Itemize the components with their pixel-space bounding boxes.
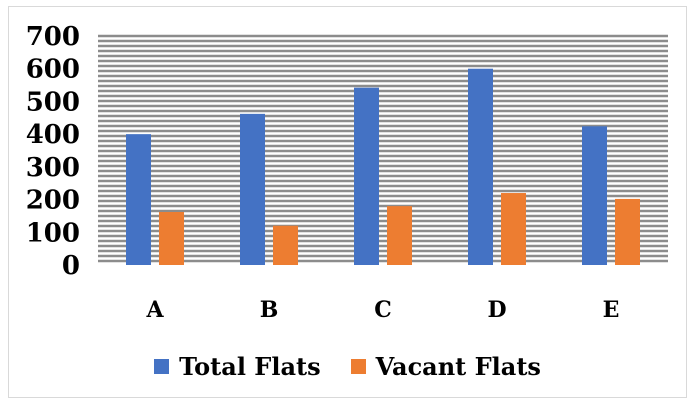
bar-total-flats-e — [582, 126, 607, 265]
y-tick-label: 700 — [26, 22, 80, 52]
bars — [126, 68, 640, 265]
legend-item-total: Total Flats — [154, 352, 321, 381]
x-category-label: B — [260, 297, 279, 323]
bar-total-flats-a — [126, 134, 151, 265]
bar-total-flats-d — [468, 68, 493, 265]
bar-total-flats-c — [354, 87, 379, 265]
y-tick-label: 300 — [26, 153, 80, 183]
bar-vacant-flats-e — [615, 198, 640, 265]
legend-label-vacant: Vacant Flats — [375, 351, 541, 381]
y-tick-label: 0 — [62, 251, 80, 281]
bar-vacant-flats-d — [501, 193, 526, 265]
y-tick-label: 100 — [26, 218, 80, 248]
chart-frame — [8, 6, 687, 398]
bar-vacant-flats-c — [387, 206, 412, 265]
y-tick-label: 400 — [26, 120, 80, 150]
gridlines — [98, 34, 668, 263]
bar-vacant-flats-b — [273, 225, 298, 265]
x-category-label: D — [487, 297, 506, 323]
legend-label-total: Total Flats — [179, 351, 321, 381]
x-category-label: C — [374, 297, 392, 323]
x-axis-categories: A B C D E — [145, 297, 619, 323]
y-tick-label: 600 — [26, 55, 80, 85]
x-category-label: A — [145, 297, 164, 323]
y-tick-label: 200 — [26, 186, 80, 216]
legend-item-vacant: Vacant Flats — [350, 351, 541, 381]
bar-total-flats-b — [240, 113, 265, 265]
legend-swatch-vacant — [350, 358, 366, 374]
legend-swatch-total — [154, 358, 170, 374]
x-category-label: E — [603, 297, 620, 323]
legend: Total Flats Vacant Flats — [0, 346, 695, 386]
bar-vacant-flats-a — [159, 212, 184, 265]
y-tick-label: 500 — [26, 87, 80, 117]
